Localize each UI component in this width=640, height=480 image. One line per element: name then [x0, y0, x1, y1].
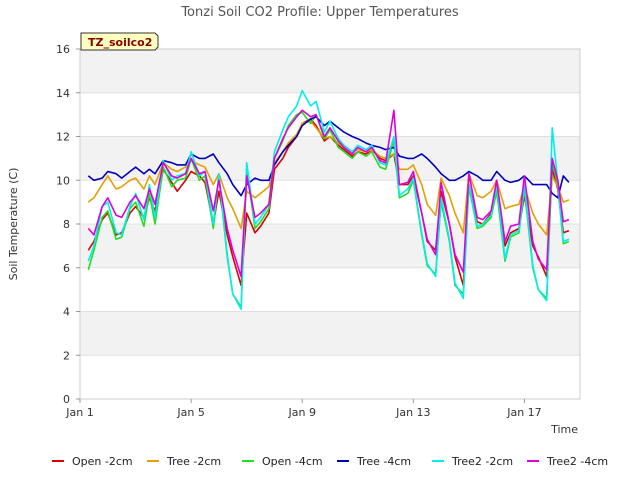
dataset-tag-box	[80, 32, 159, 51]
x-tick-label: Jan 17	[506, 406, 541, 419]
x-tick-label: Jan 1	[65, 406, 93, 419]
chart-title: Tonzi Soil CO2 Profile: Upper Temperatur…	[180, 5, 459, 20]
background-band	[80, 267, 580, 312]
background-band	[80, 311, 580, 356]
legend-label-tree-2cm: Tree -2cm	[166, 455, 221, 468]
y-tick-label: 4	[63, 306, 70, 319]
y-tick-label: 6	[63, 262, 70, 275]
dataset-tag-label: TZ_soilco2	[88, 36, 152, 49]
legend-label-open-2cm: Open -2cm	[72, 455, 133, 468]
x-axis-title: Time	[550, 423, 578, 436]
background-band	[80, 224, 580, 268]
y-axis-ticks: 0 2 4 6 8 10 12 14 16	[56, 43, 80, 406]
y-tick-label: 16	[56, 43, 70, 56]
legend-label-tree-4cm: Tree -4cm	[356, 455, 411, 468]
y-tick-label: 12	[56, 131, 70, 144]
x-axis-ticks: Jan 1 Jan 5 Jan 9 Jan 13 Jan 17	[65, 399, 542, 419]
dataset-tag: TZ_soilco2	[80, 32, 159, 51]
x-tick-label: Jan 5	[176, 406, 204, 419]
legend-label-tree2-2cm: Tree2 -2cm	[451, 455, 513, 468]
background-band	[80, 355, 580, 399]
y-axis-title: Soil Temperature (C)	[7, 168, 20, 281]
y-tick-label: 2	[63, 349, 70, 362]
x-tick-label: Jan 13	[395, 406, 430, 419]
legend: Open -2cm Tree -2cm Open -4cm Tree -4cm Tree…	[52, 455, 608, 468]
series-lines	[87, 89, 570, 311]
y-tick-label: 0	[63, 393, 70, 406]
y-tick-label: 14	[56, 87, 70, 100]
legend-label-tree2-4cm: Tree2 -4cm	[546, 455, 608, 468]
plot-background-bands	[80, 48, 580, 400]
legend-label-open-4cm: Open -4cm	[262, 455, 323, 468]
series-line-tree2-4cm	[87, 109, 570, 278]
x-tick-label: Jan 9	[287, 406, 315, 419]
series-line-tree-2cm	[87, 120, 570, 236]
y-tick-label: 8	[63, 218, 70, 231]
background-band	[80, 49, 580, 93]
y-tick-label: 10	[56, 174, 70, 187]
